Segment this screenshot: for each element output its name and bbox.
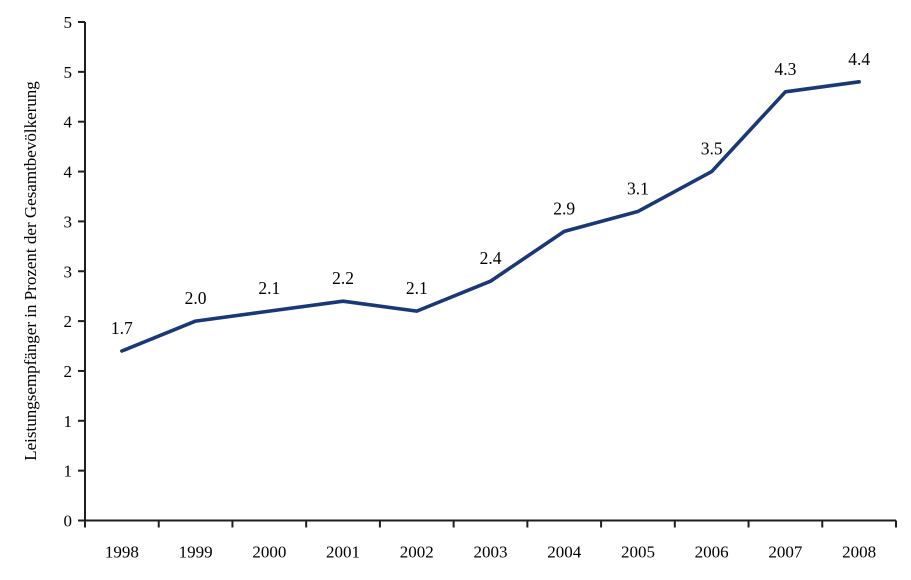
y-tick-label: 5 [64, 13, 73, 32]
data-label: 2.1 [258, 278, 280, 298]
y-tick-label: 0 [64, 512, 73, 531]
data-label: 3.5 [701, 139, 723, 159]
data-label: 1.7 [111, 318, 133, 338]
y-tick-label: 2 [64, 362, 73, 381]
data-label: 2.2 [332, 268, 354, 288]
data-line [120, 80, 861, 353]
data-label: 3.1 [627, 178, 649, 198]
y-tick-label: 3 [64, 262, 73, 281]
x-tick-label: 2003 [474, 543, 508, 562]
y-tick-label: 1 [64, 412, 73, 431]
y-tick-label: 5 [64, 63, 73, 82]
y-tick-label: 4 [64, 163, 73, 182]
x-tick-label: 2007 [768, 543, 803, 562]
y-tick-label: 3 [64, 212, 73, 231]
x-tick-label: 2008 [842, 543, 876, 562]
x-tick-label: 2001 [326, 543, 360, 562]
y-axis-title: Leistungsempfänger in Prozent der Gesamt… [21, 81, 40, 461]
y-tick-label: 2 [64, 312, 73, 331]
data-label: 4.3 [774, 59, 796, 79]
x-tick-label: 2005 [621, 543, 655, 562]
x-tick-label: 1998 [105, 543, 139, 562]
data-label: 4.4 [848, 49, 870, 69]
data-label: 2.4 [480, 248, 502, 268]
y-tick-label: 1 [64, 462, 73, 481]
x-tick-label: 1999 [179, 543, 213, 562]
x-tick-label: 2006 [695, 543, 729, 562]
data-label: 2.1 [406, 278, 428, 298]
data-label: 2.9 [553, 198, 575, 218]
x-tick-label: 2004 [547, 543, 582, 562]
y-tick-label: 4 [64, 113, 73, 132]
data-label: 2.0 [185, 288, 207, 308]
x-tick-label: 2002 [400, 543, 434, 562]
x-tick-label: 2000 [252, 543, 286, 562]
